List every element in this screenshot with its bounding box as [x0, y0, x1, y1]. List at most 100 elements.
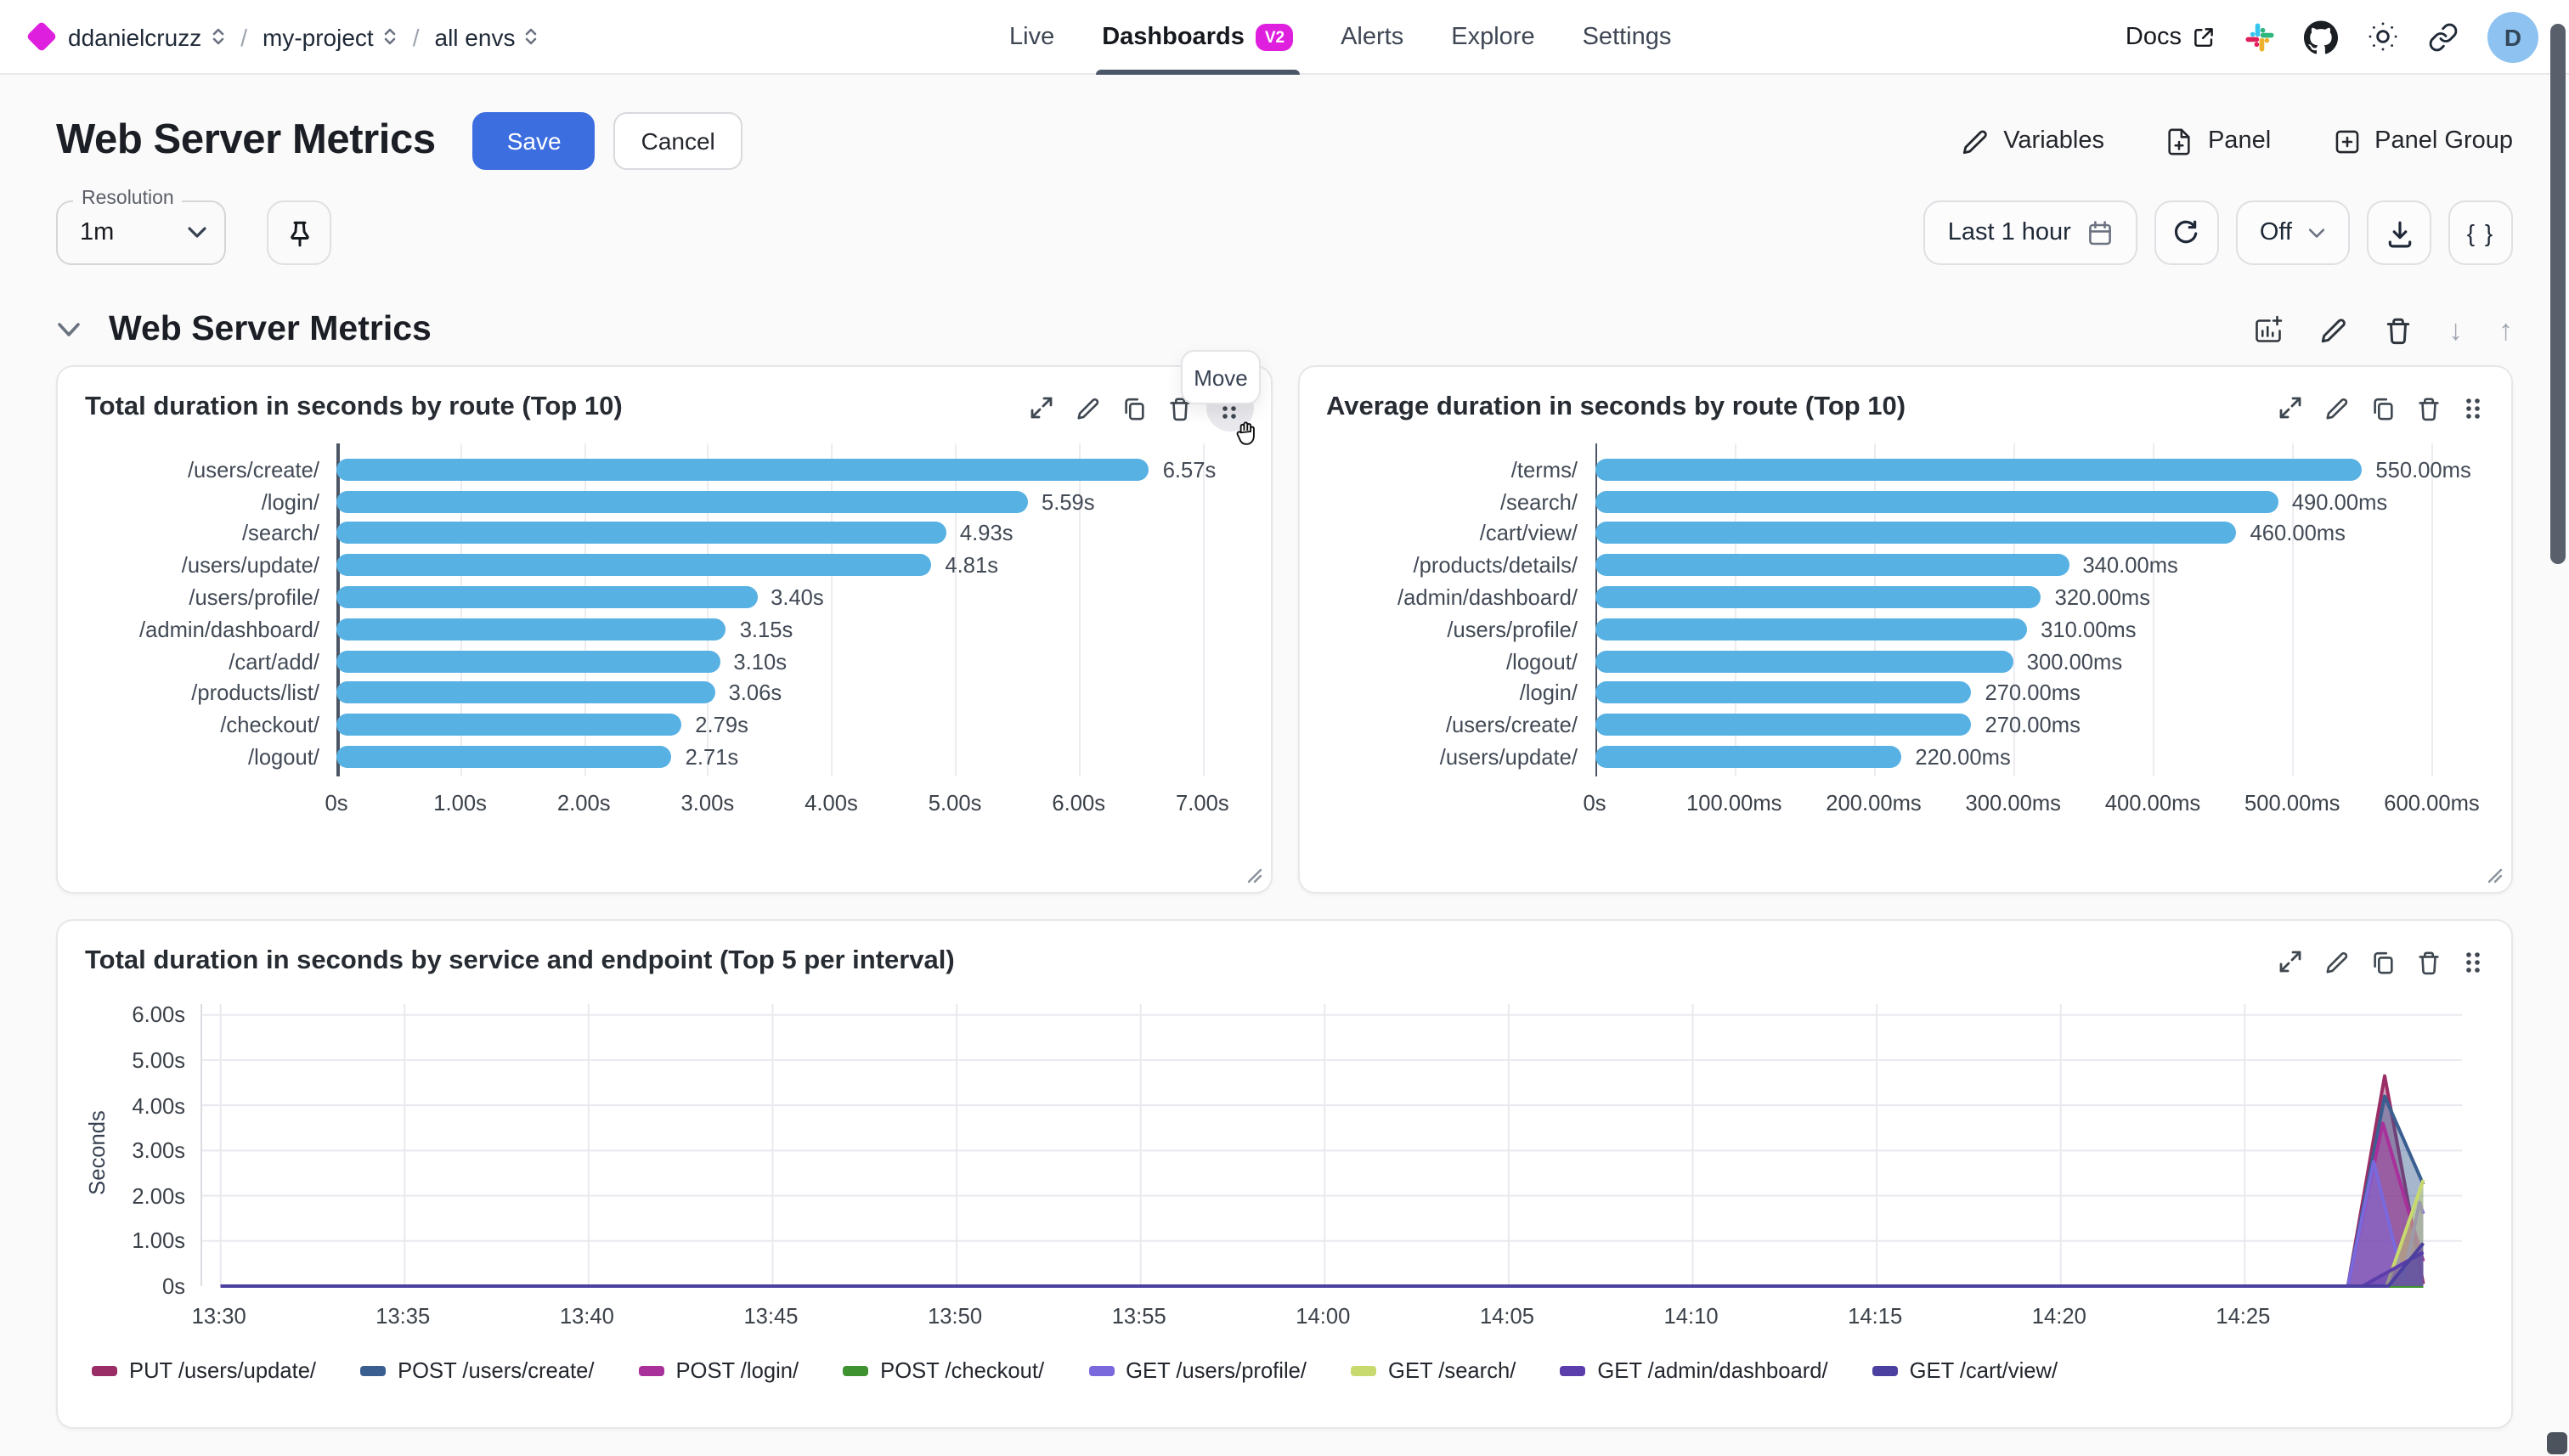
- download-button[interactable]: [2367, 200, 2431, 265]
- resolution-select[interactable]: Resolution 1m: [56, 189, 226, 265]
- edit-group-icon[interactable]: [2319, 315, 2348, 344]
- bar-row: /logout/2.71s: [85, 741, 1239, 773]
- panel-group-header: Web Server Metrics ↓ ↑: [0, 265, 2569, 350]
- legend-item[interactable]: PUT /users/update/: [92, 1357, 316, 1383]
- bar: [1595, 714, 1972, 736]
- delete-panel-icon[interactable]: [1166, 395, 1192, 420]
- legend-color-chip: [1351, 1365, 1377, 1375]
- series-line: [220, 1094, 2425, 1288]
- legend-label: POST /users/create/: [398, 1357, 595, 1383]
- breadcrumb-project[interactable]: my-project: [263, 23, 398, 50]
- edit-panel-icon[interactable]: [2324, 949, 2350, 974]
- resize-handle-icon[interactable]: [1245, 866, 1262, 883]
- duplicate-panel-icon[interactable]: [2370, 949, 2396, 974]
- add-chart-icon[interactable]: [2253, 314, 2284, 345]
- pin-resolution-button[interactable]: [267, 200, 331, 265]
- bar-track: 270.00ms: [1595, 713, 2481, 738]
- x-axis-tick-label: 14:10: [1663, 1303, 1719, 1329]
- expand-panel-icon[interactable]: [2277, 948, 2304, 975]
- json-view-button[interactable]: { }: [2448, 200, 2513, 265]
- bar-track: 4.93s: [336, 521, 1239, 546]
- delete-panel-icon[interactable]: [2416, 949, 2442, 974]
- edit-panel-icon[interactable]: [1075, 395, 1100, 420]
- vertical-scrollbar-thumb[interactable]: [2550, 24, 2566, 564]
- legend-item[interactable]: GET /cart/view/: [1872, 1357, 2058, 1383]
- bar-value-label: 6.57s: [1162, 456, 1217, 483]
- slack-link[interactable]: [2244, 21, 2275, 52]
- chart-gridlines: [336, 443, 1239, 776]
- legend-item[interactable]: POST /login/: [638, 1357, 799, 1383]
- pin-icon: [290, 220, 308, 246]
- github-link[interactable]: [2304, 20, 2338, 54]
- breadcrumb-org[interactable]: ddanielcruzz: [68, 23, 225, 50]
- expand-panel-icon[interactable]: [2277, 394, 2304, 421]
- expand-panel-icon[interactable]: [1027, 394, 1054, 421]
- drag-panel-handle[interactable]: [2462, 949, 2484, 974]
- docs-link[interactable]: Docs: [2126, 23, 2216, 50]
- bar-track: 490.00ms: [1595, 488, 2481, 514]
- bar-row: /users/create/6.57s: [85, 454, 1239, 486]
- add-panel-button[interactable]: Panel: [2165, 127, 2271, 155]
- delete-group-icon[interactable]: [2384, 315, 2413, 344]
- cancel-button[interactable]: Cancel: [613, 112, 742, 170]
- gridline: [831, 443, 833, 776]
- docs-label: Docs: [2125, 23, 2182, 50]
- gridline: [1078, 443, 1081, 776]
- bar-category-label: /users/profile/: [189, 584, 319, 611]
- move-group-up-icon[interactable]: ↑: [2498, 313, 2513, 346]
- bar: [1595, 681, 1972, 704]
- resize-handle-icon[interactable]: [2486, 866, 2503, 883]
- axis-tick-label: 4.00s: [805, 789, 858, 815]
- variables-button[interactable]: Variables: [1961, 127, 2104, 155]
- breadcrumb-env[interactable]: all envs: [435, 23, 539, 50]
- add-panel-group-button[interactable]: Panel Group: [2332, 127, 2513, 155]
- time-range-picker[interactable]: Last 1 hour: [1923, 200, 2137, 265]
- delete-panel-icon[interactable]: [2416, 395, 2442, 420]
- edit-panel-icon[interactable]: [2324, 395, 2350, 420]
- bar: [1595, 490, 2278, 513]
- duplicate-panel-icon[interactable]: [2370, 395, 2396, 420]
- move-group-down-icon[interactable]: ↓: [2448, 313, 2463, 346]
- nav-tab-alerts[interactable]: Alerts: [1341, 0, 1403, 75]
- bar-category-label: /users/create/: [187, 456, 319, 483]
- legend-item[interactable]: GET /users/profile/: [1088, 1357, 1307, 1383]
- bar-value-label: 310.00ms: [2041, 616, 2137, 642]
- collapse-chevron-icon[interactable]: [56, 321, 82, 338]
- bar: [336, 586, 758, 609]
- slack-icon: [2245, 22, 2274, 51]
- legend-item[interactable]: POST /checkout/: [843, 1357, 1044, 1383]
- page-header: Web Server Metrics Save Cancel Variables…: [0, 75, 2569, 170]
- legend-item[interactable]: POST /users/create/: [360, 1357, 594, 1383]
- auto-refresh-select[interactable]: Off: [2235, 200, 2350, 265]
- brand-logo-icon: [25, 20, 58, 53]
- legend-label: GET /cart/view/: [1909, 1357, 2058, 1383]
- x-axis-ticks: 13:30 13:35 13:40 13:45 13:50 13:55 14:00 14:05…: [192, 1296, 2484, 1337]
- nav-tab-label: Explore: [1451, 24, 1535, 51]
- nav-tab-dashboards[interactable]: Dashboards V2: [1095, 0, 1301, 75]
- bar-track: 3.40s: [336, 584, 1239, 610]
- bar-row: /login/5.59s: [85, 486, 1239, 518]
- bar: [336, 490, 1028, 513]
- nav-tab-live[interactable]: Live: [1009, 0, 1054, 75]
- y-axis-tick-label: 6.00s: [132, 1002, 185, 1028]
- nav-tab-settings[interactable]: Settings: [1583, 0, 1672, 75]
- refresh-button[interactable]: [2154, 200, 2219, 265]
- x-axis-tick-label: 13:35: [375, 1303, 431, 1329]
- sun-icon: [2369, 22, 2397, 51]
- drag-panel-handle[interactable]: [2462, 395, 2484, 420]
- theme-toggle[interactable]: [2367, 20, 2399, 53]
- nav-tab-explore[interactable]: Explore: [1451, 0, 1534, 75]
- duplicate-panel-icon[interactable]: [1121, 395, 1146, 420]
- panel-average-duration-by-route: Average duration in seconds by route (To…: [1297, 365, 2513, 894]
- save-button[interactable]: Save: [472, 112, 596, 170]
- legend-item[interactable]: GET /search/: [1351, 1357, 1516, 1383]
- gridline: [584, 443, 586, 776]
- bar-category-label: /cart/view/: [1479, 520, 1578, 546]
- bar-row: /users/create/270.00ms: [1326, 709, 2481, 742]
- user-avatar[interactable]: D: [2487, 11, 2538, 62]
- share-link-button[interactable]: [2428, 21, 2459, 52]
- bar: [1595, 746, 1902, 769]
- bar-category-label: /checkout/: [220, 712, 319, 738]
- caret-sort-icon: [212, 28, 223, 45]
- legend-item[interactable]: GET /admin/dashboard/: [1560, 1357, 1828, 1383]
